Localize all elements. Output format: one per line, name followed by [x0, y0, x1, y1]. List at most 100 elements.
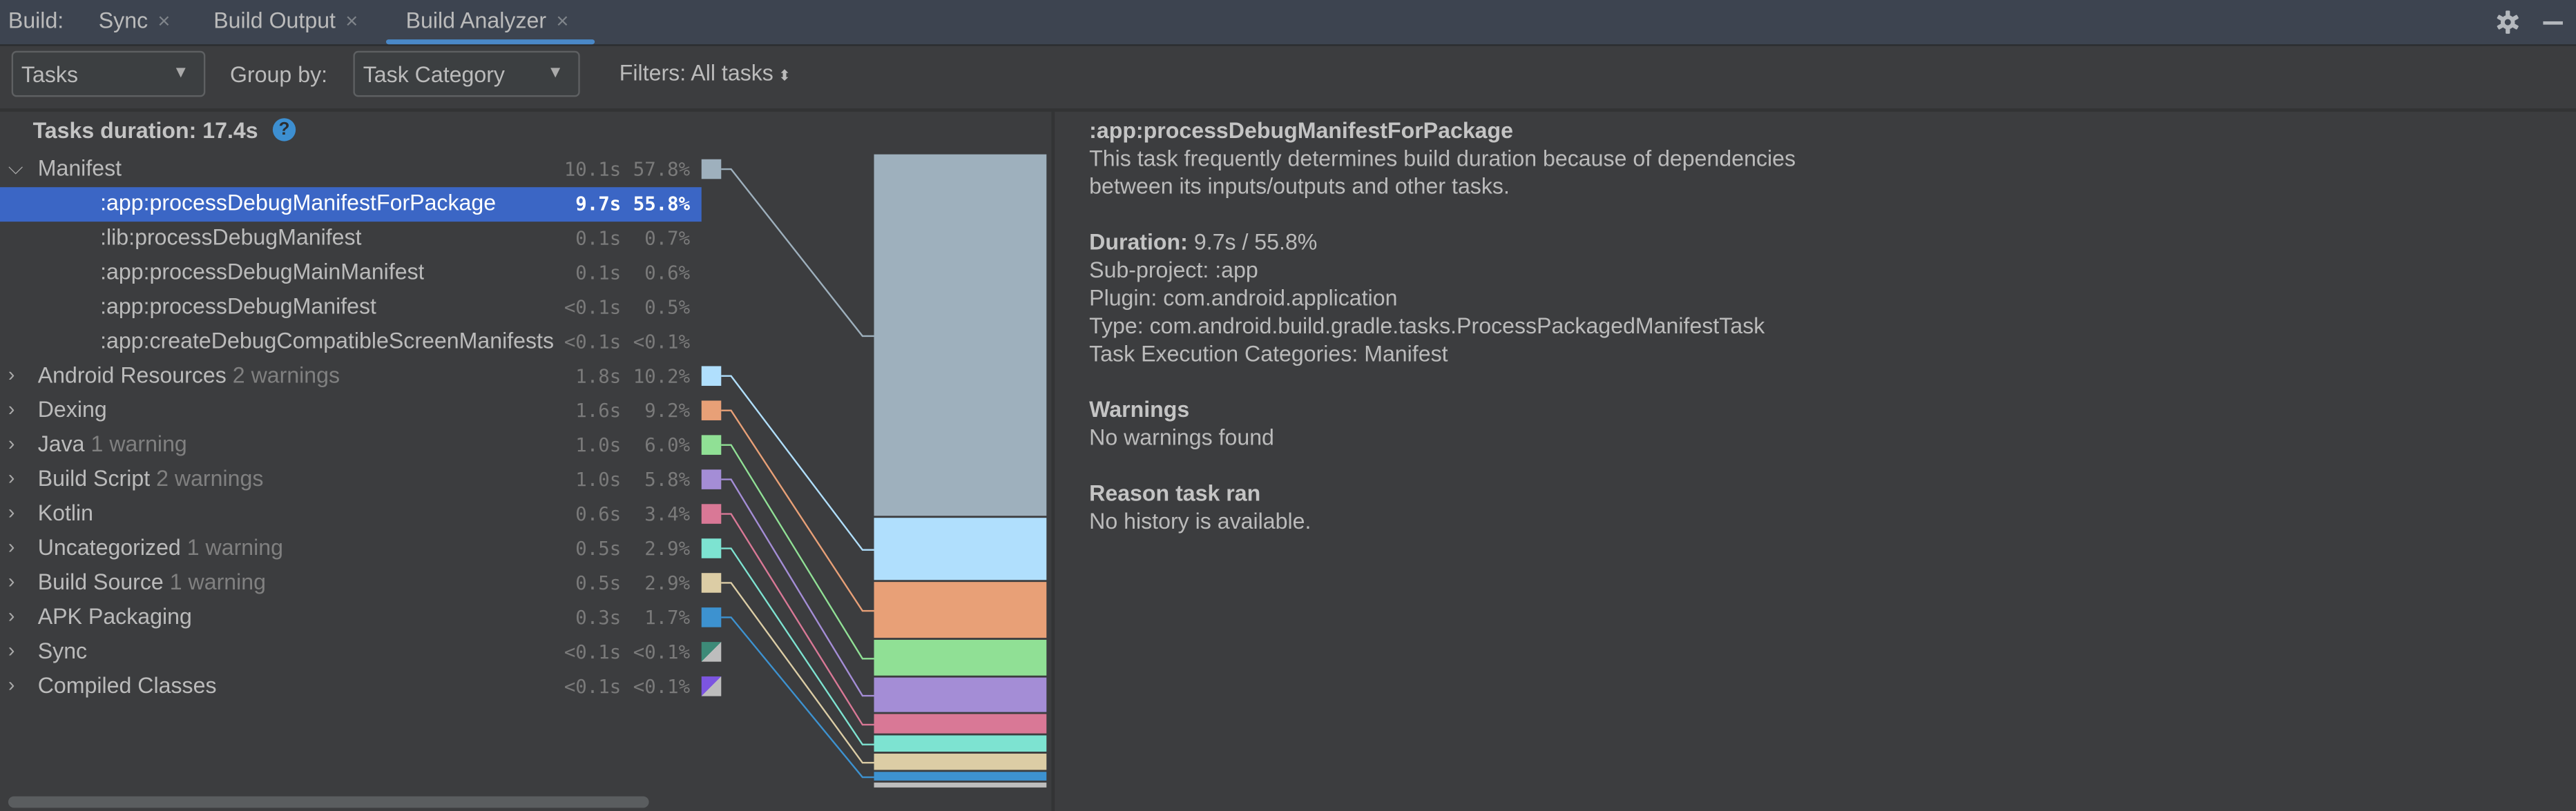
tab-build-analyzer[interactable]: Build Analyzer × — [406, 8, 569, 33]
category-row[interactable]: › Build Script 2 warnings 1.0s 5.8% — [0, 463, 702, 498]
row-duration: 0.3s — [575, 605, 622, 629]
task-row[interactable]: :app:createDebugCompatibleScreenManifest… — [0, 325, 702, 360]
task-row[interactable]: :lib:processDebugManifest 0.1s 0.7% — [0, 222, 702, 256]
category-row[interactable]: › Java 1 warning 1.0s 6.0% — [0, 429, 702, 463]
help-icon[interactable]: ? — [272, 118, 296, 141]
close-icon[interactable]: × — [345, 8, 358, 33]
category-row[interactable]: › Sync <0.1s <0.1% — [0, 636, 702, 670]
row-percent: <0.1% — [633, 640, 691, 664]
warning-count: 1 warning — [169, 569, 267, 595]
row-duration: 1.0s — [575, 467, 622, 491]
up-down-icon: ⬍ — [778, 67, 791, 84]
category-row[interactable]: › Compiled Classes <0.1s <0.1% — [0, 670, 702, 705]
category-color-swatch — [701, 538, 722, 558]
chevron-right-icon[interactable]: › — [8, 673, 15, 696]
chart-segment[interactable] — [874, 582, 1047, 638]
chart-segment[interactable] — [874, 518, 1047, 580]
category-color-swatch — [701, 573, 722, 593]
minimize-icon[interactable] — [2543, 21, 2563, 25]
chevron-right-icon[interactable]: › — [8, 397, 15, 420]
chart-segment[interactable] — [874, 154, 1047, 516]
horizontal-scrollbar[interactable] — [8, 796, 649, 808]
warnings-text: No warnings found — [1089, 425, 1274, 450]
filters-button[interactable]: Filters: All tasks ⬍ — [619, 61, 791, 86]
chevron-right-icon[interactable]: › — [8, 569, 15, 593]
chevron-right-icon[interactable]: › — [8, 466, 15, 489]
chart-connector-line — [721, 478, 874, 697]
category-row[interactable]: › Android Resources 2 warnings 1.8s 10.2% — [0, 360, 702, 394]
chevron-right-icon[interactable]: › — [8, 535, 15, 558]
category-row[interactable]: › Build Source 1 warning 0.5s 2.9% — [0, 567, 702, 601]
warning-count: 1 warning — [90, 431, 187, 457]
row-duration: 1.6s — [575, 399, 622, 422]
view-select-value: Tasks — [21, 62, 79, 88]
row-duration: 0.1s — [575, 261, 622, 284]
chart-connector-line — [721, 409, 874, 612]
chevron-right-icon[interactable]: › — [8, 604, 15, 627]
panel-divider[interactable] — [1051, 111, 1055, 811]
category-color-swatch — [701, 504, 722, 524]
close-icon[interactable]: × — [157, 8, 171, 33]
task-row[interactable]: :app:processDebugMainManifest 0.1s 0.6% — [0, 256, 702, 291]
category-row[interactable]: › Kotlin 0.6s 3.4% — [0, 498, 702, 532]
details-description: This task frequently determines build du… — [1089, 146, 1796, 171]
chevron-right-icon[interactable]: › — [8, 362, 15, 387]
task-row[interactable]: :app:processDebugManifest <0.1s 0.5% — [0, 291, 702, 325]
chevron-right-icon[interactable]: › — [8, 431, 15, 455]
row-label: Kotlin — [37, 500, 94, 526]
chart-segment[interactable] — [874, 677, 1047, 712]
row-label: Manifest — [37, 155, 122, 181]
category-color-swatch — [701, 435, 722, 455]
row-label: Android Resources 2 warnings — [37, 362, 340, 388]
warnings-heading: Warnings — [1089, 397, 1190, 422]
chart-connector-line — [721, 582, 874, 764]
chevron-right-icon[interactable]: › — [8, 638, 15, 662]
row-duration: <0.1s — [564, 674, 622, 698]
category-row[interactable]: › Uncategorized 1 warning 0.5s 2.9% — [0, 532, 702, 567]
chevron-right-icon[interactable]: › — [8, 500, 15, 524]
category-row[interactable]: › APK Packaging 0.3s 1.7% — [0, 601, 702, 636]
chart-segment-other[interactable] — [874, 782, 1047, 788]
toolbar: Tasks ▼ Group by: Task Category ▼ Filters:… — [0, 46, 2576, 112]
row-percent: 9.2% — [644, 399, 691, 422]
row-percent: 0.7% — [644, 226, 691, 250]
gear-icon[interactable] — [2495, 10, 2520, 35]
close-icon[interactable]: × — [556, 8, 569, 33]
row-percent: 1.7% — [644, 605, 691, 629]
category-color-swatch — [701, 366, 722, 387]
task-details-panel: :app:processDebugManifestForPackage This… — [1089, 117, 1796, 536]
row-duration: 9.7s — [575, 192, 622, 215]
row-label: Build Source 1 warning — [37, 569, 267, 595]
chart-segment[interactable] — [874, 714, 1047, 734]
category-row[interactable]: › Dexing 1.6s 9.2% — [0, 394, 702, 429]
row-percent: 3.4% — [644, 502, 691, 526]
chart-segment[interactable] — [874, 639, 1047, 676]
tab-build-output[interactable]: Build Output × — [213, 8, 358, 33]
row-duration: <0.1s — [564, 295, 622, 319]
dropdown-arrow-icon: ▼ — [547, 63, 564, 82]
chart-segment[interactable] — [874, 772, 1047, 781]
row-label: Sync — [37, 638, 88, 664]
task-type: Type: com.android.build.gradle.tasks.Pro… — [1089, 313, 1765, 339]
chart-connector-line — [721, 616, 874, 779]
active-tab-indicator — [386, 39, 595, 45]
tab-label: Build Output — [213, 8, 336, 33]
chevron-down-icon[interactable]: ⌵ — [8, 155, 23, 179]
task-row[interactable]: :app:processDebugManifestForPackage 9.7s 5… — [0, 187, 702, 222]
chart-segment[interactable] — [874, 735, 1047, 752]
row-percent: 55.8% — [633, 192, 691, 215]
reason-heading: Reason task ran — [1089, 480, 1261, 506]
row-duration: 0.6s — [575, 502, 622, 526]
row-duration: <0.1s — [564, 640, 622, 664]
chart-segment[interactable] — [874, 753, 1047, 770]
warning-count: 2 warnings — [232, 362, 340, 388]
view-select[interactable]: Tasks ▼ — [11, 50, 206, 97]
category-row[interactable]: ⌵ Manifest 10.1s 57.8% — [0, 153, 702, 187]
group-by-select[interactable]: Task Category ▼ — [353, 50, 580, 97]
category-color-swatch — [701, 607, 722, 627]
tab-sync[interactable]: Sync × — [99, 8, 171, 33]
row-duration: <0.1s — [564, 330, 622, 353]
row-percent: 0.6% — [644, 261, 691, 284]
